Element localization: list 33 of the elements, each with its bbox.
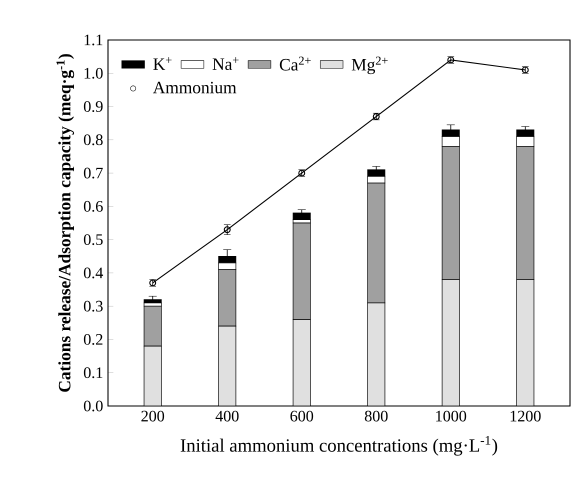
y-tick-label: 0.2 [84,334,102,345]
x-tick-label: 600 [290,410,314,422]
point [224,226,231,234]
bar [218,326,236,406]
y-tick-label: 0.3 [84,300,103,312]
legend-label: Ca$^{2+}$ [280,56,311,71]
y-tick-label: 0.7 [84,168,103,179]
x-axis-title: Initial ammonium concentrations (mg·L$^{-1}$) [180,436,498,456]
y-tick-label: 0.6 [84,200,103,212]
legend-label: Na$^{+}$ [212,57,239,70]
y-tick-label: 0.4 [84,267,104,278]
legend-label: K$^{+}$ [153,57,172,70]
y-tick-label: 1.0 [84,68,103,79]
x-tick-label: 800 [364,410,388,422]
y-tick-label: 1.1 [84,34,102,46]
legend-label: Mg$^{2+}$ [352,56,388,74]
y-tick-label: 0.8 [84,134,103,146]
x-tick-label: 200 [141,410,164,422]
y-tick-label: 0.0 [84,400,103,412]
y-tick-label: 0.1 [84,367,102,378]
bar [292,319,311,406]
bar [367,302,386,406]
x-tick-label: 400 [216,410,239,422]
y-tick-label: 0.9 [84,101,103,112]
y-tick-label: 0.5 [84,234,103,246]
bar [292,212,311,220]
y-axis-title: Cations release/Adsorption capacity (meq·g$^{-1}$) [56,54,74,392]
bar [144,346,162,406]
bar [442,279,460,406]
legend-label: Ammonium [152,82,236,94]
bar [516,279,534,406]
x-tick-label: 1200 [510,410,541,422]
x-tick-label: 1000 [436,410,466,422]
